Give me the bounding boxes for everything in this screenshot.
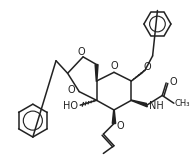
- Text: HO: HO: [63, 101, 78, 111]
- Polygon shape: [131, 100, 147, 107]
- Text: O: O: [170, 77, 178, 87]
- Text: O: O: [68, 85, 75, 95]
- Text: O: O: [143, 62, 151, 71]
- Text: CH₃: CH₃: [175, 99, 190, 108]
- Polygon shape: [112, 110, 116, 123]
- Text: O: O: [77, 47, 85, 57]
- Text: O: O: [110, 61, 118, 70]
- Text: NH: NH: [149, 101, 164, 111]
- Text: O: O: [117, 121, 124, 131]
- Polygon shape: [95, 65, 98, 81]
